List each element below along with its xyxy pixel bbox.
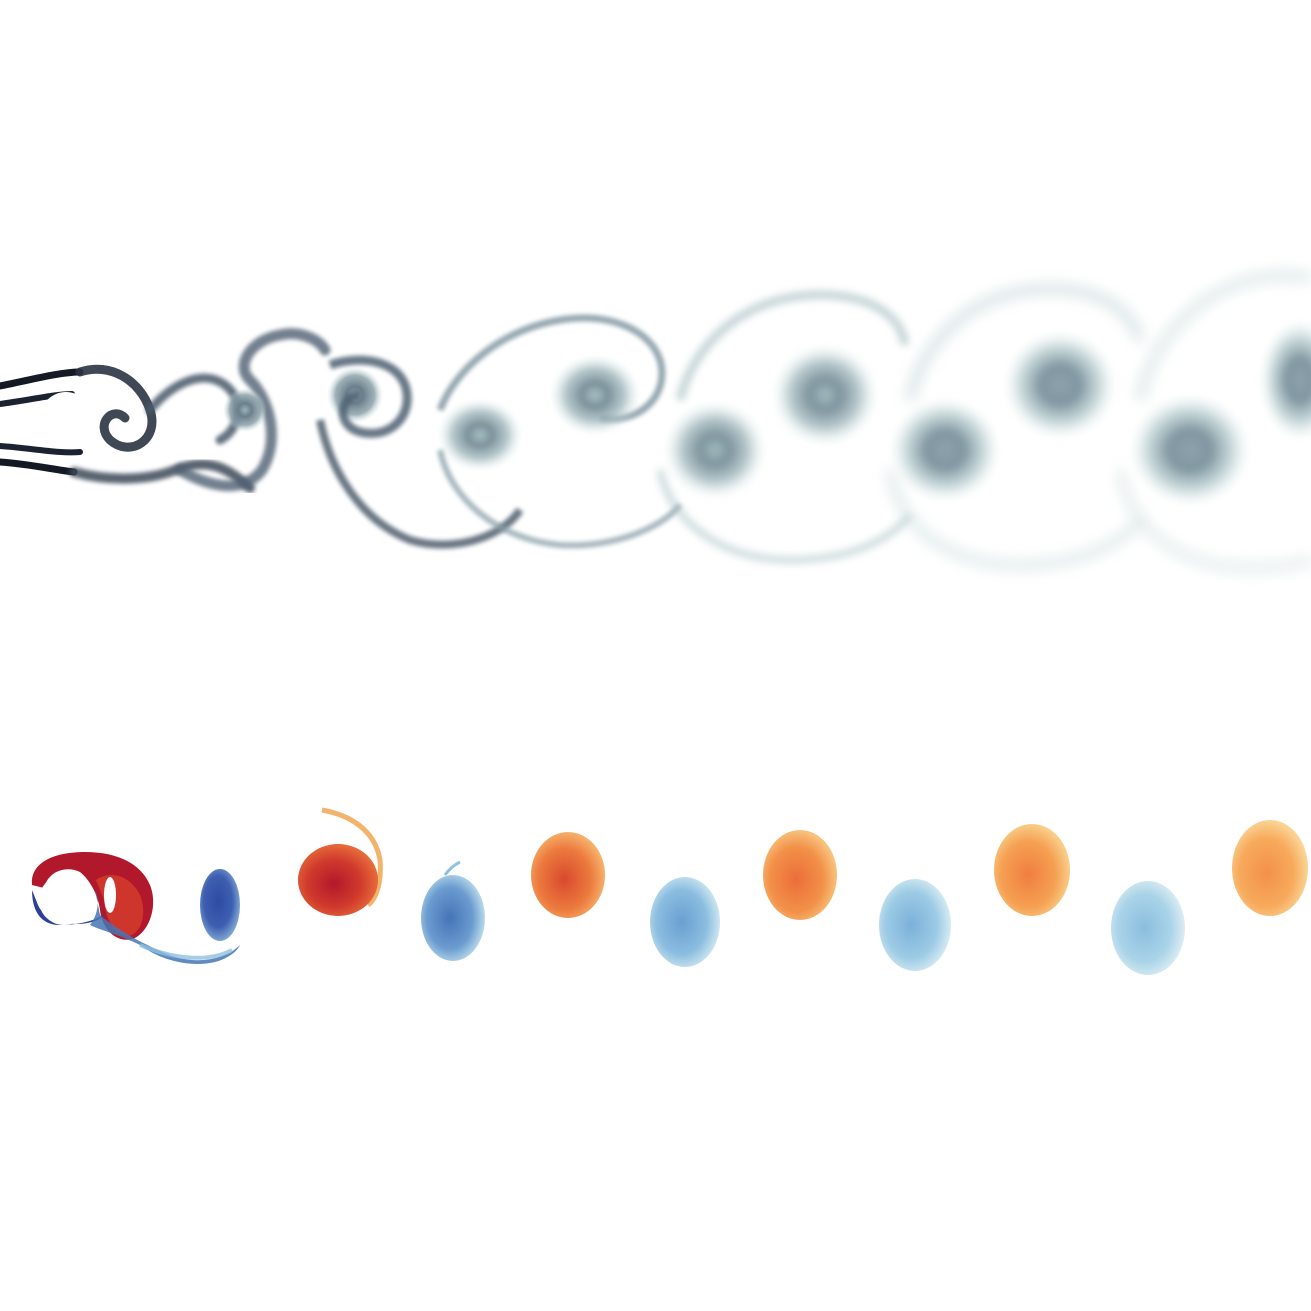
negative-vortices [421, 860, 1185, 975]
positive-vortices [298, 807, 1308, 920]
vortex-negative-1 [421, 875, 485, 961]
vortex-negative-2 [650, 877, 720, 967]
wake-vortex-3 [656, 291, 913, 564]
vortex-negative-0 [200, 869, 240, 941]
vortex-positive-2 [531, 832, 605, 918]
cylinder-outline [39, 875, 89, 925]
vortex-negative-4 [1111, 881, 1185, 975]
vortex-negative-3 [879, 879, 951, 971]
vortex-positive-3 [763, 830, 837, 920]
cylinder [40, 392, 92, 444]
wake-vortex-1 [316, 355, 524, 549]
wake-vortex-4 [886, 284, 1145, 570]
vortex-positive-1 [298, 844, 378, 916]
near-body-vorticity [31, 852, 240, 965]
wake-vortex-2 [436, 314, 683, 549]
vortex-positive-5 [1232, 820, 1308, 916]
vortex-positive-1-tail [321, 807, 383, 908]
dye-wake-panel [0, 270, 1311, 573]
vorticity-panel [31, 807, 1308, 975]
vortex-positive-4 [994, 824, 1070, 916]
wake-vortex-5 [1115, 270, 1311, 573]
